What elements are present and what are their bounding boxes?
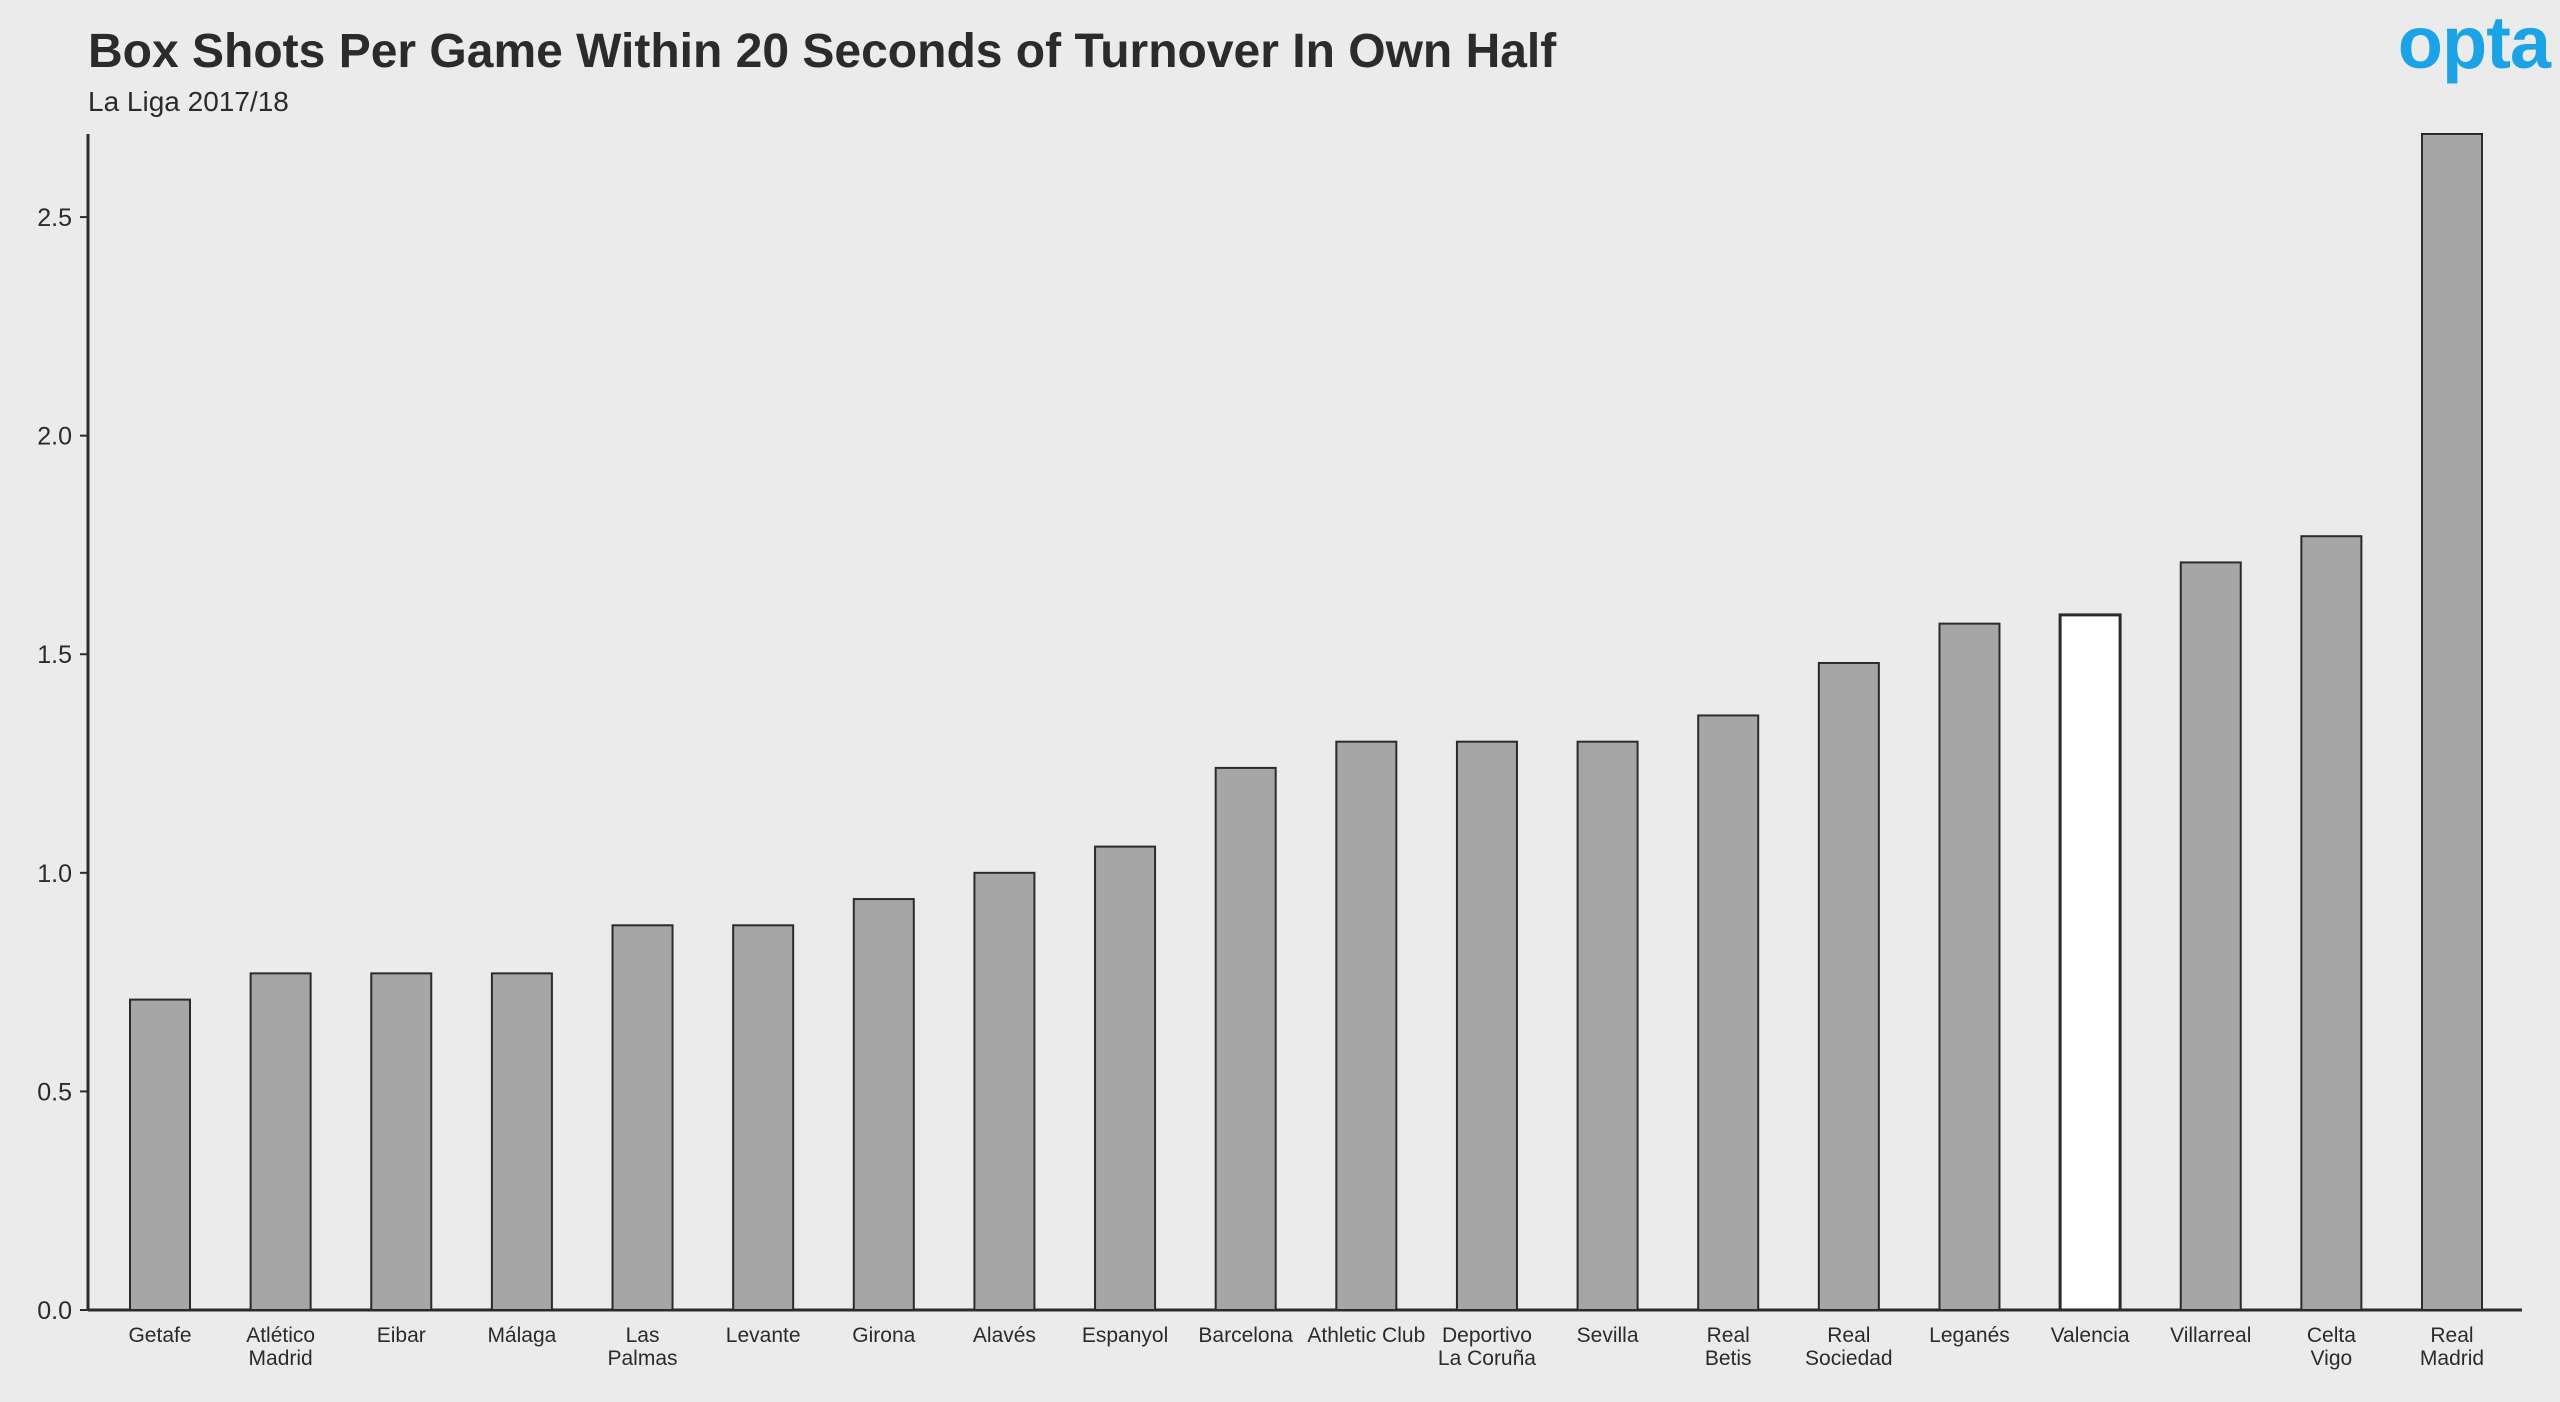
x-category-label: Athletic Club (1307, 1324, 1425, 1347)
bar-las-palmas (611, 924, 674, 1311)
y-tick-label: 1.5 (37, 641, 72, 669)
chart-bars (129, 133, 2483, 1312)
opta-logo: opta (2397, 1, 2551, 84)
x-category-label: Sevilla (1577, 1324, 1639, 1347)
bar-atlético-madrid (249, 972, 312, 1312)
x-category-label: Leganés (1929, 1324, 2010, 1347)
x-category-label: Alavés (973, 1324, 1036, 1347)
bar-real-sociedad (1817, 661, 1880, 1311)
bar-getafe (129, 998, 191, 1311)
x-category-label: Levante (726, 1324, 801, 1347)
y-tick-label: 2.0 (37, 423, 72, 451)
y-tick-label: 1.0 (37, 860, 72, 888)
x-category-label: Deportivo La Coruña (1438, 1324, 1536, 1370)
bar-alavés (973, 871, 1036, 1311)
chart-title: Box Shots Per Game Within 20 Seconds of … (88, 25, 1557, 78)
x-category-label: Real Madrid (2420, 1324, 2484, 1370)
bar-espanyol (1094, 845, 1157, 1311)
bar-barcelona (1214, 766, 1277, 1311)
x-category-label: Eibar (377, 1324, 426, 1347)
x-category-label: Real Betis (1705, 1324, 1752, 1370)
bar-levante (732, 924, 795, 1311)
y-tick-label: 2.5 (37, 204, 72, 232)
bar-valencia (2058, 613, 2122, 1312)
x-category-label: Villarreal (2170, 1324, 2251, 1347)
bar-real-madrid (2421, 133, 2483, 1311)
x-category-label: Atlético Madrid (246, 1324, 315, 1370)
bar-celta-vigo (2300, 535, 2363, 1311)
bar-sevilla (1576, 740, 1639, 1311)
chart-subtitle: La Liga 2017/18 (88, 86, 289, 117)
x-category-label: Real Sociedad (1805, 1324, 1893, 1370)
y-tick-label: 0.5 (37, 1078, 72, 1106)
bar-villarreal (2179, 561, 2242, 1311)
x-category-label: Getafe (128, 1324, 191, 1347)
x-axis-labels: Getafe Atlético Madrid Eibar Málaga Las Palmas… (128, 1324, 2484, 1370)
x-category-label: Las Palmas (608, 1324, 678, 1370)
x-category-label: Málaga (487, 1324, 556, 1347)
x-category-label: Celta Vigo (2307, 1324, 2356, 1370)
bar-real-betis (1697, 714, 1760, 1311)
x-category-label: Espanyol (1082, 1324, 1168, 1347)
x-category-label: Girona (852, 1324, 915, 1347)
x-category-label: Barcelona (1198, 1324, 1293, 1347)
x-category-label: Valencia (2051, 1324, 2130, 1347)
bar-leganés (1938, 622, 2001, 1311)
bar-málaga (490, 972, 553, 1312)
bar-athletic-club (1335, 740, 1398, 1311)
bar-eibar (370, 972, 433, 1312)
bar-girona (852, 898, 915, 1312)
y-tick-label: 0.0 (37, 1297, 72, 1325)
bar-deportivo-la-coruña (1455, 740, 1518, 1311)
